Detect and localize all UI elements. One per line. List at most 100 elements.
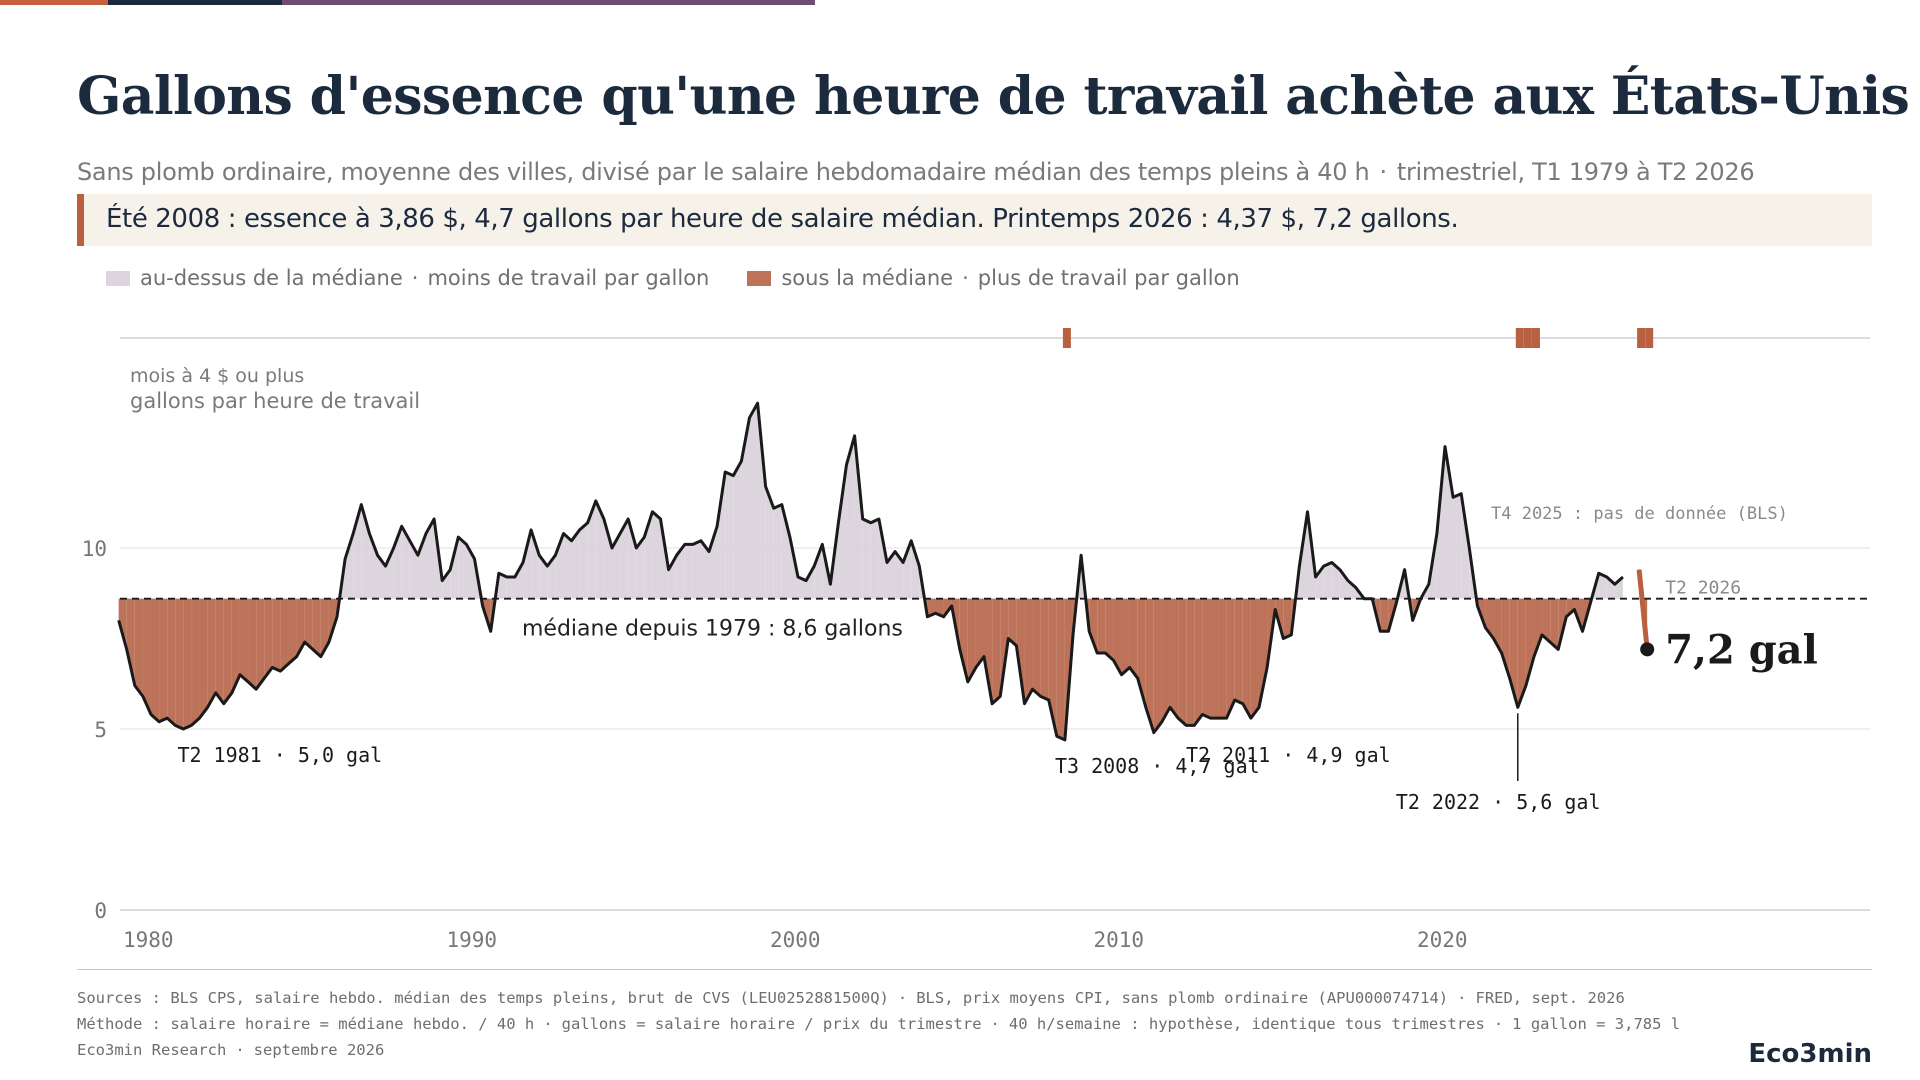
legend-item-above: au-dessus de la médiane · moins de trava… — [106, 266, 709, 290]
median-label: médiane depuis 1979 : 8,6 gallons — [522, 617, 903, 642]
annotation-text: T3 2008 · 4,7 gal — [1055, 754, 1260, 778]
area-above-median — [781, 504, 790, 599]
area-above-median — [838, 464, 847, 599]
area-below-median — [1550, 598, 1559, 650]
strip-mark — [1531, 328, 1540, 348]
strip-mark — [1515, 328, 1524, 348]
x-tick-label: 1990 — [447, 928, 498, 952]
area-above-median — [401, 526, 410, 599]
y-axis-title: gallons par heure de travail — [130, 389, 420, 413]
area-above-median — [611, 533, 621, 599]
area-below-median — [1283, 598, 1292, 639]
area-below-median — [223, 598, 232, 704]
subtitle: Sans plomb ordinaire, moyenne des villes… — [77, 158, 1755, 186]
area-below-median — [272, 598, 281, 672]
legend-below-label: sous la médiane — [781, 266, 954, 290]
area-above-median — [1461, 493, 1470, 599]
area-below-median — [1380, 598, 1389, 632]
area-above-median — [450, 537, 459, 599]
area-below-median — [215, 598, 224, 704]
area-below-median — [1056, 598, 1065, 740]
strip-marks — [1062, 328, 1654, 348]
area-above-median — [547, 555, 556, 599]
footer-source: Sources : BLS CPS, salaire hebdo. médian… — [77, 989, 889, 1007]
area-below-median — [1016, 598, 1025, 704]
footer-separator: · — [897, 989, 908, 1007]
y-tick-label: 5 — [94, 718, 107, 742]
area-below-median — [1113, 598, 1122, 675]
area-above-median — [846, 435, 855, 599]
area-above-median — [425, 519, 435, 599]
area-above-median — [1445, 446, 1454, 599]
x-tick-label: 1980 — [123, 928, 174, 952]
accent-segment-navy — [108, 0, 282, 5]
area-above-median — [345, 533, 354, 599]
area-below-median — [256, 598, 265, 690]
legend-swatch-above — [106, 270, 130, 286]
footer-source: BLS, prix moyens CPI, sans plomb ordinai… — [916, 989, 1449, 1007]
area-above-median — [773, 504, 782, 599]
area-above-median — [903, 540, 912, 599]
annotation: T2 1981 · 5,0 gal — [177, 743, 382, 767]
area-above-median — [709, 526, 718, 599]
area-above-median — [806, 566, 815, 599]
area-below-median — [1525, 598, 1534, 686]
area-below-median — [280, 598, 289, 672]
callout-text: Été 2008 : essence à 3,86 $, 4,7 gallons… — [106, 204, 1459, 234]
area-below-median — [967, 598, 976, 682]
area-below-median — [1210, 598, 1219, 719]
area-below-median — [1089, 598, 1098, 653]
area-below-median — [264, 598, 273, 679]
annotation-separator: · — [1480, 790, 1516, 814]
area-below-median — [320, 598, 329, 657]
footer-divider — [77, 969, 1872, 970]
area-above-median — [377, 555, 386, 599]
footer-credit-line: Eco3min Research · septembre 2026 — [77, 1037, 1680, 1063]
annotation-value: 4,9 gal — [1306, 743, 1390, 767]
area-above-median — [603, 519, 612, 599]
area-above-median — [700, 540, 710, 599]
area-below-median — [296, 598, 305, 657]
footer-separator: · — [1457, 989, 1467, 1007]
annotation-quarter: T2 2022 — [1396, 790, 1480, 814]
x-tick-label: 2020 — [1417, 928, 1468, 952]
area-above-median — [506, 576, 515, 599]
area-above-median — [749, 403, 758, 599]
footer-sources-line: Sources : BLS CPS, salaire hebdo. médian… — [77, 985, 1680, 1011]
area-above-median — [523, 529, 532, 599]
annotation-value: 4,7 gal — [1175, 754, 1259, 778]
legend-below-desc: plus de travail par gallon — [977, 266, 1240, 290]
area-below-median — [992, 598, 1001, 704]
footer-method-line: Méthode : salaire horaire = médiane hebd… — [77, 1011, 1680, 1037]
y-tick-label: 0 — [94, 899, 107, 923]
area-below-median — [1533, 598, 1543, 657]
area-above-median — [579, 522, 588, 599]
footer-separator: · — [543, 1015, 553, 1033]
area-above-median — [1323, 562, 1332, 599]
annotation-quarter: T2 2011 — [1186, 743, 1270, 767]
legend-above-label: au-dessus de la médiane — [140, 266, 403, 290]
footer-credit: Eco3min Research — [77, 1041, 227, 1059]
annotation-text: T2 2022 · 5,6 gal — [1396, 790, 1601, 814]
area-above-median — [1436, 446, 1445, 599]
area-below-median — [1048, 598, 1057, 737]
area-below-median — [984, 598, 993, 704]
area-below-median — [1218, 598, 1227, 719]
last-value-label: 7,2 gal — [1665, 626, 1818, 673]
annotation-quarter: T3 2008 — [1055, 754, 1139, 778]
area-below-median — [1186, 598, 1195, 726]
legend-separator: · — [411, 266, 419, 290]
area-above-median — [798, 576, 807, 599]
area-above-median — [725, 471, 734, 599]
area-below-median — [312, 598, 321, 657]
area-above-median — [409, 540, 418, 599]
accent-segment-purple — [282, 0, 815, 5]
last-quarter-segment — [1636, 569, 1650, 650]
annotation-value: 5,0 gal — [298, 743, 382, 767]
area-above-median — [514, 562, 524, 599]
area-above-median — [652, 511, 661, 599]
area-below-median — [1542, 598, 1551, 643]
area-below-median — [1226, 598, 1235, 719]
subtitle-main: Sans plomb ordinaire, moyenne des villes… — [77, 158, 1370, 186]
